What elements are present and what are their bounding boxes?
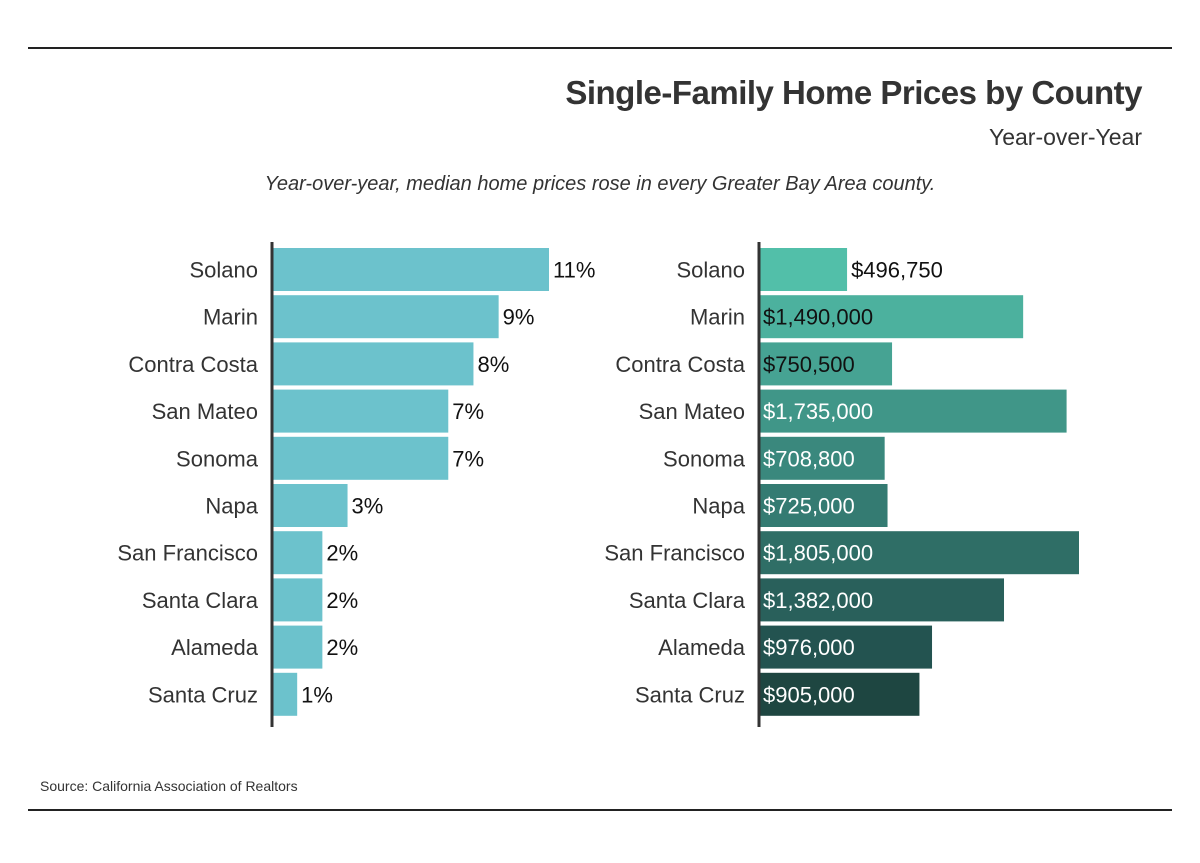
growth-value-label: 8% [477,352,509,377]
growth-category-label: Napa [205,494,258,519]
growth-value-label: 3% [352,494,384,519]
growth-bar [272,672,298,716]
chart-caption: Year-over-year, median home prices rose … [264,173,936,195]
growth-value-label: 11% [553,258,595,283]
price-bar [759,248,848,291]
price-category-label: Napa [692,494,745,519]
bottom-rule [28,809,1172,811]
growth-value-label: 1% [301,682,333,707]
growth-chart: Solano 11% Marin 9% Contra Costa 8% San Mateo 7… [117,242,595,727]
growth-value-label: 2% [326,635,358,660]
price-bar [759,436,885,480]
price-value-label: $1,490,000 [763,305,873,330]
price-category-label: Alameda [658,635,746,660]
price-bar [759,342,893,386]
growth-bar [272,436,449,480]
price-chart: Solano $496,750 Marin $1,490,000 Contra Cost… [604,242,1079,727]
price-value-label: $905,000 [763,682,855,707]
price-category-label: Marin [690,305,745,330]
growth-value-label: 7% [452,446,484,471]
price-value-label: $750,500 [763,352,855,377]
price-bar [759,625,933,669]
growth-value-label: 2% [326,541,358,566]
growth-category-label: Sonoma [176,446,259,471]
growth-category-label: Marin [203,305,258,330]
price-category-label: San Mateo [639,399,745,424]
price-value-label: $1,735,000 [763,399,873,424]
price-category-label: Sonoma [663,446,746,471]
chart-subtitle: Year-over-Year [988,124,1142,150]
growth-category-label: Alameda [171,635,259,660]
growth-value-label: 9% [503,305,535,330]
price-category-label: Santa Cruz [635,682,745,707]
growth-category-label: San Francisco [117,541,258,566]
price-bar [759,531,1079,575]
price-value-label: $976,000 [763,635,855,660]
growth-bar [272,389,449,433]
top-rule [28,47,1172,49]
price-bar [759,295,1024,339]
price-bar [759,672,920,716]
growth-category-label: San Mateo [152,399,258,424]
price-value-label: $1,382,000 [763,588,873,613]
growth-bar [272,531,323,575]
price-bar [759,578,1005,622]
price-value-label: $725,000 [763,494,855,519]
growth-category-label: Santa Clara [142,588,259,613]
growth-bar [272,484,348,527]
price-category-label: Contra Costa [615,352,745,377]
price-bar [759,389,1067,433]
price-value-label: $708,800 [763,446,855,471]
growth-category-label: Contra Costa [128,352,258,377]
price-bar [759,484,888,527]
growth-value-label: 7% [452,399,484,424]
growth-category-label: Santa Cruz [148,682,258,707]
growth-bar [272,578,323,622]
price-category-label: Santa Clara [629,588,746,613]
price-value-label: $1,805,000 [763,541,873,566]
source-note: Source: California Association of Realto… [40,778,298,794]
price-value-label: $496,750 [851,258,943,283]
growth-bar [272,342,474,386]
growth-bar [272,295,499,339]
chart-title: Single-Family Home Prices by County [565,74,1142,111]
growth-value-label: 2% [326,588,358,613]
growth-category-label: Solano [189,258,258,283]
growth-bar [272,625,323,669]
growth-bar [272,248,549,291]
price-category-label: Solano [676,258,745,283]
price-category-label: San Francisco [604,541,745,566]
